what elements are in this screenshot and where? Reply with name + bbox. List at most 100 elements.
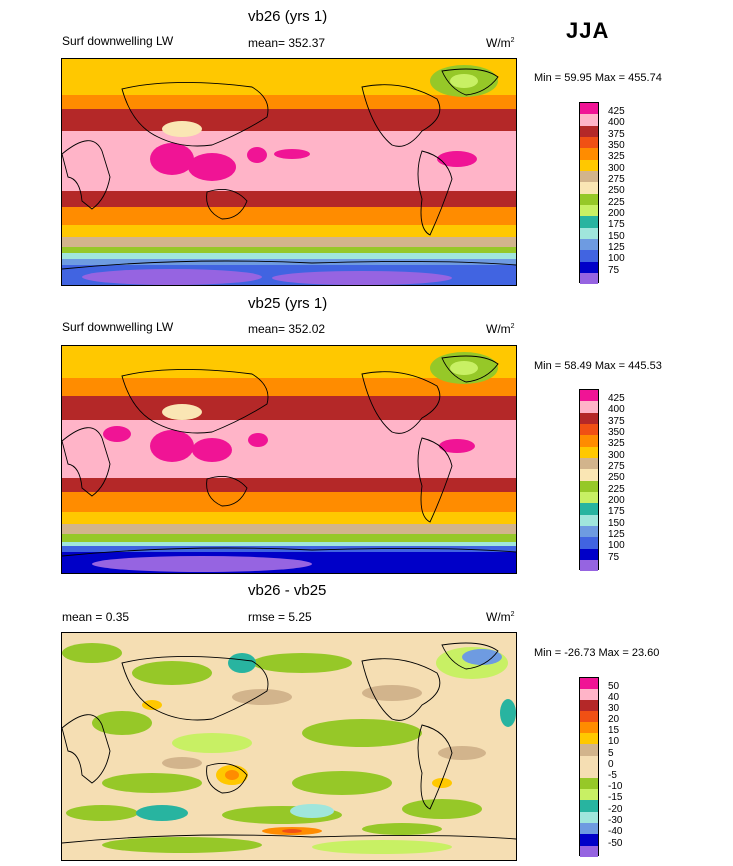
panel-1-swatch-8 [580,182,598,194]
panel-3-level-label: -20 [608,804,623,815]
panel-2-swatch-11 [580,503,598,515]
panel-2-swatch-8 [580,469,598,481]
panel-1-map [61,58,517,286]
panel-3-swatch-11 [580,789,598,800]
panel-3-level-label: 50 [608,681,620,692]
panel-1-map-svg [62,59,516,285]
panel-2-swatch-9 [580,481,598,492]
panel-1-swatch-16 [580,273,598,284]
panel-3-level-label: -5 [608,770,617,781]
panel-3-swatch-3 [580,700,598,711]
panel-1-level-label: 225 [608,197,625,208]
panel-2-level-label: 100 [608,540,625,551]
panel-3-map-svg [62,633,516,860]
panel-2-swatch-5 [580,435,598,447]
panel-3-colorbar [579,677,599,857]
panel-2-swatch-6 [580,447,598,458]
panel-2-level-label: 300 [608,450,625,461]
panel-2-level-label: 350 [608,427,625,438]
panel-1-variable-label: Surf downwelling LW [62,34,174,48]
panel-1-level-label: 150 [608,231,625,242]
panel-3-swatch-16 [580,846,598,857]
panel-2-units: W/m2 [486,322,515,336]
panel-2-swatch-3 [580,413,598,424]
panel-3-level-label: -50 [608,838,623,849]
panel-1-swatch-7 [580,171,598,182]
panel-2-minmax: Min = 58.49 Max = 445.53 [534,360,662,372]
panel-2-level-label: 200 [608,495,625,506]
panel-3-level-label: -15 [608,792,623,803]
panel-3-swatch-5 [580,722,598,733]
panel-1-title: vb26 (yrs 1) [248,8,328,25]
panel-3-swatch-12 [580,800,598,812]
panel-1-swatch-9 [580,194,598,205]
panel-3-level-label: -40 [608,826,623,837]
panel-3-level-label: 30 [608,703,620,714]
panel-1-level-label: 300 [608,163,625,174]
panel-1-level-label: 125 [608,242,625,253]
panel-2-swatch-4 [580,424,598,435]
panel-1-swatch-10 [580,205,598,216]
panel-2-level-label: 375 [608,416,625,427]
panel-3-level-label: 10 [608,736,620,747]
panel-3-level-label: 40 [608,692,620,703]
panel-3-map [61,632,517,861]
panel-1-swatch-5 [580,148,598,160]
panel-3-minmax: Min = -26.73 Max = 23.60 [534,647,660,659]
panel-1-level-label: 375 [608,129,625,140]
panel-2-swatch-2 [580,401,598,413]
panel-2-level-label: 150 [608,518,625,529]
panel-1-swatch-15 [580,262,598,273]
panel-1-swatch-14 [580,250,598,262]
panel-2-swatch-16 [580,560,598,571]
panel-2-swatch-13 [580,526,598,537]
panel-1-swatch-13 [580,239,598,250]
panel-3-level-label: 15 [608,725,620,736]
panel-2-swatch-15 [580,549,598,560]
panel-1-level-label: 425 [608,106,625,117]
panel-3-swatch-13 [580,812,598,823]
panel-1-level-label: 325 [608,151,625,162]
panel-2-mean-label: mean= 352.02 [248,322,326,336]
panel-2-swatch-14 [580,537,598,549]
panel-1-swatch-6 [580,160,598,171]
panel-2-swatch-7 [580,458,598,469]
panel-1-swatch-3 [580,126,598,137]
panel-1-swatch-4 [580,137,598,148]
panel-2-swatch-1 [580,390,598,401]
panel-1-colorbar [579,102,599,284]
panel-2-level-label: 225 [608,484,625,495]
panel-1-level-label: 100 [608,253,625,264]
panel-1-swatch-2 [580,114,598,126]
panel-3-swatch-6 [580,733,598,744]
panel-1-level-label: 350 [608,140,625,151]
panel-3-swatch-8 [580,756,598,767]
panel-3-level-label: 20 [608,714,620,725]
panel-2-level-label: 400 [608,404,625,415]
panel-1-level-label: 275 [608,174,625,185]
panel-2-map-svg [62,346,516,573]
panel-1-level-label: 250 [608,185,625,196]
panel-3-units: W/m2 [486,610,515,624]
panel-3-level-label: 5 [608,748,614,759]
panel-2-swatch-12 [580,515,598,526]
panel-3-level-label: -30 [608,815,623,826]
season-label: JJA [566,18,610,43]
panel-3-level-label: 0 [608,759,614,770]
panel-2-level-label: 175 [608,506,625,517]
panel-2-level-label: 75 [608,552,620,563]
panel-2-level-label: 425 [608,393,625,404]
panel-2-level-label: 125 [608,529,625,540]
panel-3-swatch-7 [580,744,598,756]
panel-3-rmse-label: rmse = 5.25 [248,610,312,624]
panel-2-swatch-10 [580,492,598,503]
panel-1-level-label: 400 [608,117,625,128]
panel-2-level-label: 325 [608,438,625,449]
panel-1-units: W/m2 [486,36,515,50]
panel-2-level-label: 250 [608,472,625,483]
panel-2-level-label: 275 [608,461,625,472]
panel-1-mean-label: mean= 352.37 [248,36,326,50]
panel-2-map [61,345,517,574]
panel-1-swatch-11 [580,216,598,228]
